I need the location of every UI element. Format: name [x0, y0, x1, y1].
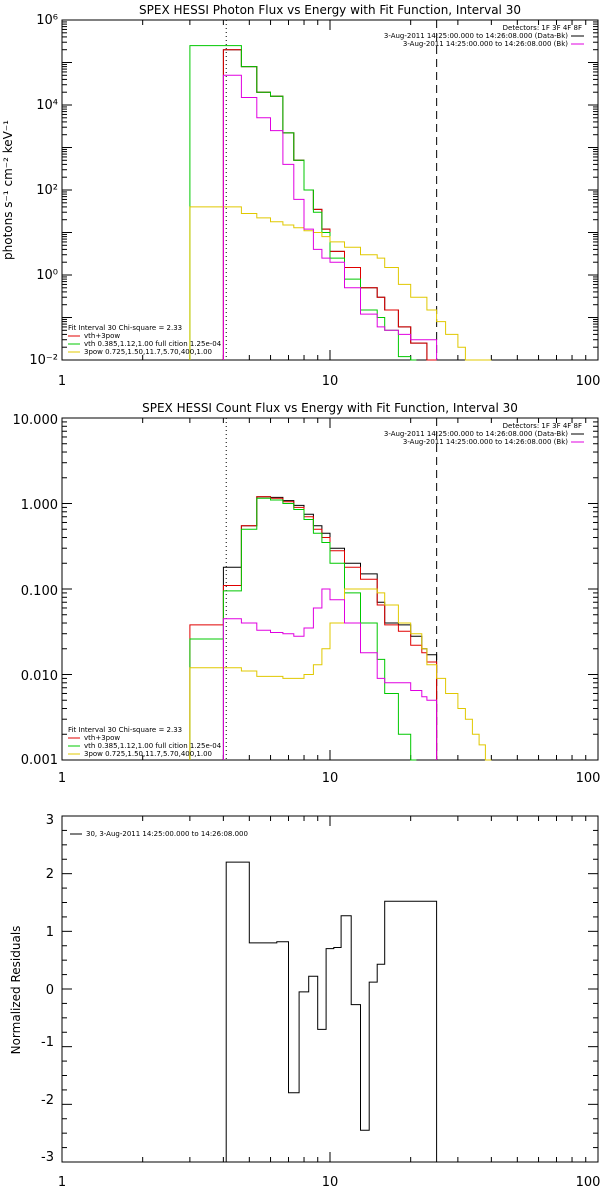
count-flux-legend-bottom: Fit Interval 30 Chi-square = 2.33 vth+3p… — [68, 726, 222, 758]
count-flux-series-bk — [222, 588, 438, 760]
count-flux-legend-3pow: 3pow 0.725,1.50,11.7,5.70,400,1.00 — [84, 750, 212, 758]
photon-flux-xtick-100: 100 — [576, 374, 600, 389]
count-flux-ytick-10000: 10.000 — [13, 413, 59, 428]
residuals-ytick-1: 1 — [46, 925, 54, 940]
photon-flux-ytick-1e2: 10² — [36, 183, 58, 198]
photon-flux-series-vth-3pow — [222, 49, 437, 361]
count-flux-legend-vth: vth 0.385,1.12,1.00 full cition 1.25e-04 — [84, 742, 222, 750]
count-flux-ytick-0100: 0.100 — [21, 584, 58, 599]
count-flux-xtick-1: 1 — [58, 771, 66, 786]
photon-flux-legend-bottom: Fit Interval 30 Chi-square = 2.33 vth+3p… — [68, 324, 222, 356]
count-flux-fit-range-lines — [225, 418, 438, 760]
residuals-ticks — [61, 815, 598, 1163]
photon-flux-fit-interval-label: Fit Interval 30 Chi-square = 2.33 — [68, 324, 182, 332]
photon-flux-series-bk — [222, 74, 438, 360]
photon-flux-ytick-1e4: 10⁴ — [36, 98, 58, 113]
residuals-ytick-3: 3 — [46, 813, 54, 828]
residuals-ytick-2: 2 — [46, 867, 54, 882]
photon-flux-detectors-label: Detectors: 1F 3F 4F 8F — [503, 24, 582, 32]
count-flux-ticks — [61, 418, 598, 761]
count-flux-legend-vth3pow: vth+3pow — [84, 734, 120, 742]
residuals-ytick-m2: -2 — [41, 1093, 54, 1108]
photon-flux-title: SPEX HESSI Photon Flux vs Energy with Fi… — [139, 3, 521, 17]
photon-flux-legend-3pow: 3pow 0.725,1.50,11.7,5.70,400,1.00 — [84, 348, 212, 356]
residuals-ytick-m1: -1 — [41, 1035, 54, 1050]
photon-flux-ticks — [61, 20, 598, 361]
photon-flux-legend-top: Detectors: 1F 3F 4F 8F 3-Aug-2011 14:25:… — [384, 24, 584, 48]
residuals-xtick-10: 10 — [322, 1175, 339, 1190]
photon-flux-ytick-1e6: 10⁶ — [36, 13, 58, 28]
residuals-xtick-100: 100 — [576, 1175, 600, 1190]
photon-flux-legend-bk: 3-Aug-2011 14:25:00.000 to 14:26:08.000 … — [403, 40, 568, 48]
photon-flux-plot-frame — [61, 19, 599, 361]
count-flux-ytick-0001: 0.001 — [21, 753, 58, 768]
residuals-legend-label: 30, 3-Aug-2011 14:25:00.000 to 14:26:08.… — [86, 830, 248, 838]
count-flux-legend-bk: 3-Aug-2011 14:25:00.000 to 14:26:08.000 … — [403, 438, 568, 446]
count-flux-series-vth-3pow — [189, 496, 438, 760]
count-flux-xtick-100: 100 — [576, 771, 600, 786]
photon-flux-legend-data-bk: 3-Aug-2011 14:25:00.000 to 14:26:08.000 … — [384, 32, 568, 40]
residuals-ylabel: Normalized Residuals — [9, 926, 23, 1055]
count-flux-ytick-1000: 1.000 — [21, 498, 58, 513]
photon-flux-fit-range-lines — [225, 20, 438, 360]
count-flux-xtick-10: 10 — [322, 771, 339, 786]
residuals-panel: Normalized Residuals 1 10 100 -3 -2 -1 0… — [9, 813, 600, 1190]
residuals-xtick-1: 1 — [58, 1175, 66, 1190]
photon-flux-panel: SPEX HESSI Photon Flux vs Energy with Fi… — [1, 3, 600, 389]
count-flux-legend-top: Detectors: 1F 3F 4F 8F 3-Aug-2011 14:25:… — [384, 422, 584, 446]
photon-flux-xtick-1: 1 — [58, 374, 66, 389]
photon-flux-series-3pow — [189, 206, 492, 361]
photon-flux-series-data-bk — [222, 49, 437, 361]
residuals-series-30 — [225, 861, 438, 1162]
residuals-plot-frame — [61, 815, 599, 1163]
count-flux-title: SPEX HESSI Count Flux vs Energy with Fit… — [142, 401, 518, 415]
residuals-legend: 30, 3-Aug-2011 14:25:00.000 to 14:26:08.… — [70, 830, 248, 838]
photon-flux-legend-vth: vth 0.385,1.12,1.00 full cition 1.25e-04 — [84, 340, 222, 348]
residuals-ytick-0: 0 — [46, 983, 54, 998]
photon-flux-ytick-1e-2: 10⁻² — [29, 353, 58, 368]
count-flux-series-3pow — [189, 588, 492, 761]
photon-flux-xtick-10: 10 — [322, 374, 339, 389]
count-flux-ytick-0010: 0.010 — [21, 669, 58, 684]
residuals-ytick-m3: -3 — [41, 1150, 54, 1165]
photon-flux-ylabel: photons s⁻¹ cm⁻² keV⁻¹ — [1, 120, 15, 260]
count-flux-legend-data-bk: 3-Aug-2011 14:25:00.000 to 14:26:08.000 … — [384, 430, 568, 438]
residuals-series — [225, 861, 438, 1162]
photon-flux-ytick-1e0: 10⁰ — [36, 268, 58, 283]
count-flux-detectors-label: Detectors: 1F 3F 4F 8F — [503, 422, 582, 430]
photon-flux-series — [189, 45, 492, 361]
count-flux-fit-interval-label: Fit Interval 30 Chi-square = 2.33 — [68, 726, 182, 734]
count-flux-panel: SPEX HESSI Count Flux vs Energy with Fit… — [13, 401, 600, 786]
photon-flux-legend-vth3pow: vth+3pow — [84, 332, 120, 340]
count-flux-series — [189, 496, 492, 761]
